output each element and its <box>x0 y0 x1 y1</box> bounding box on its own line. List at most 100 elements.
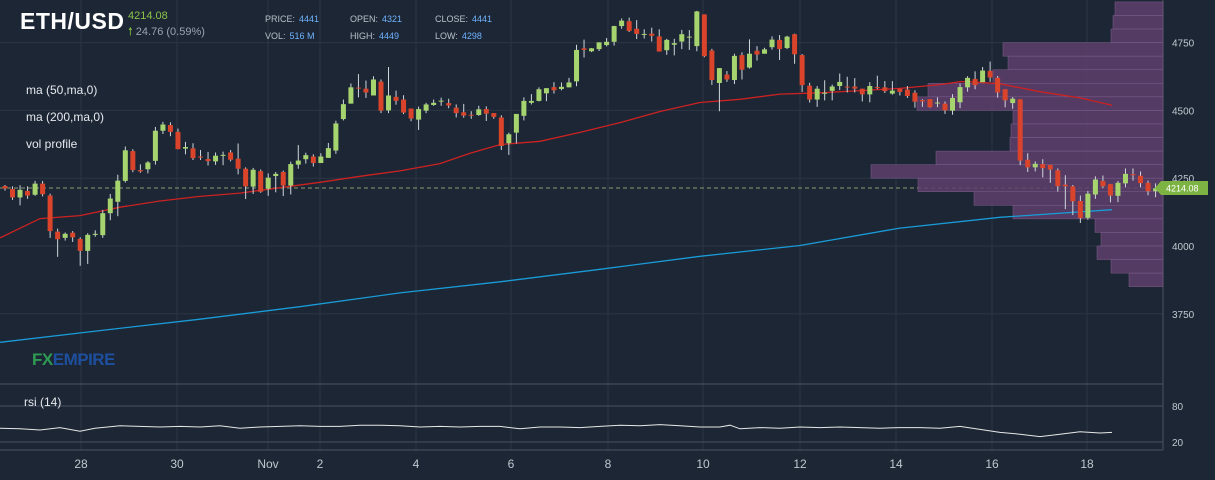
rsi-tick-label: 80 <box>1172 402 1184 413</box>
candle-body <box>416 109 422 120</box>
date-tick-label: 14 <box>889 457 903 471</box>
indicator-ma200[interactable]: ma (200,ma,0) <box>26 110 105 124</box>
candle-body <box>250 169 256 187</box>
candle-body <box>483 109 489 114</box>
candle-body <box>190 148 196 159</box>
candle-body <box>1002 89 1008 101</box>
candle-body <box>182 147 188 149</box>
candle-body <box>431 102 437 105</box>
volume-profile-bar <box>1007 55 1164 70</box>
candle-body <box>175 131 181 150</box>
candle-body <box>746 53 752 68</box>
current-price-tag-label: 4214.08 <box>1166 183 1199 193</box>
candle-body <box>491 113 497 117</box>
indicator-rsi[interactable]: rsi (14) <box>24 395 62 409</box>
candle-body <box>476 109 482 116</box>
candle-body <box>461 112 467 116</box>
candle-body <box>220 154 226 156</box>
candle-body <box>386 95 392 111</box>
price-value: 4441 <box>299 14 320 24</box>
volume-profile-bar <box>927 83 1164 98</box>
candle-body <box>325 148 331 158</box>
rsi-tick-label: 20 <box>1172 438 1184 449</box>
candle-body <box>62 233 68 238</box>
candle-body <box>468 114 474 116</box>
candle-body <box>814 88 820 100</box>
candle-body <box>213 155 219 162</box>
candle-body <box>769 39 775 48</box>
candle-body <box>137 170 143 172</box>
candle-body <box>927 99 933 108</box>
volume-profile-bar <box>1128 272 1164 287</box>
volume-profile-bar <box>1012 110 1164 125</box>
candle-body <box>235 158 241 169</box>
candle-body <box>318 156 324 164</box>
candle-body <box>1047 164 1053 170</box>
candle-body <box>17 189 23 198</box>
price-label: PRICE: <box>265 14 296 24</box>
ma50-path <box>0 81 1113 239</box>
indicator-ma50[interactable]: ma (50,ma,0) <box>26 83 98 97</box>
low-field: LOW: 4298 <box>435 31 482 41</box>
candle-body <box>521 100 527 116</box>
candle-body <box>243 168 249 187</box>
volume-profile-bar <box>1009 137 1164 152</box>
indicator-vol-profile[interactable]: vol profile <box>26 137 78 151</box>
current-price-tag <box>1155 180 1208 195</box>
volume-profile-bar <box>1114 1 1164 16</box>
vol-field: VOL: 516 M <box>265 31 315 41</box>
price-tick-label: 4000 <box>1172 242 1195 253</box>
volume-profile-bar <box>1096 245 1164 260</box>
volume-profile-bar <box>1110 259 1164 274</box>
vol-label: VOL: <box>265 31 286 41</box>
candle-body <box>55 231 61 240</box>
candle-body <box>1055 170 1061 187</box>
candle-body <box>912 92 918 102</box>
candle-body <box>536 89 542 101</box>
candle-body <box>980 70 986 83</box>
candle-body <box>198 156 204 158</box>
candle-body <box>1145 182 1151 192</box>
candle-body <box>904 89 910 97</box>
candle-body <box>596 42 602 50</box>
volume-profile-bar <box>1094 218 1164 233</box>
candle-body <box>942 103 948 111</box>
candle-body <box>852 86 858 89</box>
volume-profile-bar <box>870 164 1164 179</box>
date-tick-label: 30 <box>170 457 184 471</box>
candle-body <box>1138 175 1144 184</box>
candle-body <box>40 183 46 195</box>
price-change: 🠕 24.76 (0.59%) <box>128 23 205 42</box>
candle-body <box>506 134 512 144</box>
candle-body <box>882 87 888 92</box>
candle-body <box>822 92 828 94</box>
candle-body <box>934 102 940 104</box>
candle-body <box>867 85 873 95</box>
date-tick-label: 4 <box>413 457 420 471</box>
candle-body <box>739 55 745 70</box>
candle-body <box>558 86 564 89</box>
candle-body <box>47 195 53 232</box>
candle-body <box>32 183 38 195</box>
candle-body <box>498 117 504 146</box>
candle-body <box>574 49 580 82</box>
volume-profile-bar <box>1112 15 1164 30</box>
candle-body <box>1153 188 1159 192</box>
candle-body <box>228 152 234 160</box>
price-field: PRICE: 4441 <box>265 14 319 24</box>
symbol-title: ETH/USD <box>20 8 125 34</box>
candle-body <box>280 171 286 186</box>
candle-body <box>70 232 76 238</box>
candle-body <box>130 151 136 171</box>
candle-body <box>288 164 294 186</box>
axes: 3750 4000 4250 4500 4750 20 80 28 30 Nov 2 4 6 8 10 12 1… <box>74 39 1208 471</box>
candle-body <box>701 14 707 57</box>
candle-body <box>829 86 835 91</box>
candle-body <box>85 234 91 251</box>
date-tick-label: 8 <box>605 457 612 471</box>
candle-body <box>874 87 880 89</box>
date-tick-label: 16 <box>985 457 999 471</box>
candle-body <box>641 33 647 35</box>
candle-body <box>1085 193 1091 218</box>
candle-body <box>446 103 452 106</box>
